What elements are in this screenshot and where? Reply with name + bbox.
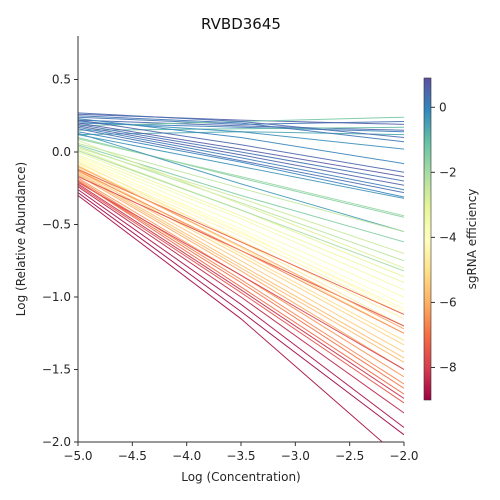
series-line-53 [78, 195, 383, 442]
series-line-8 [78, 115, 404, 143]
colorbar [423, 77, 432, 401]
colorbar-tick-label: −4 [439, 230, 457, 244]
series-line-27 [78, 151, 404, 283]
x-tick-label: −3.0 [281, 449, 310, 463]
series-line-38 [78, 168, 404, 346]
series-line-5 [78, 126, 404, 131]
x-tick-label: −2.5 [335, 449, 364, 463]
chart-title: RVBD3645 [201, 15, 281, 33]
series-line-40 [78, 173, 404, 363]
series-line-54 [78, 180, 404, 395]
colorbar-tick-label: −2 [439, 165, 457, 179]
series-line-32 [78, 163, 404, 315]
series-line-28 [78, 154, 404, 291]
series-line-10 [78, 118, 404, 165]
series-line-48 [78, 181, 404, 370]
y-tick-label: −1.0 [42, 290, 71, 304]
series-line-45 [78, 180, 404, 389]
colorbar-tick-label: −6 [439, 295, 457, 309]
x-tick-label: −3.5 [226, 449, 255, 463]
series-line-11 [78, 119, 404, 173]
colorbar-tick-label: −8 [439, 360, 457, 374]
series-line-33 [78, 166, 404, 320]
y-axis-ticks: −2.0 −1.5 −1.0 −0.5 0.0 0.5 [42, 73, 78, 449]
series-line-50 [78, 186, 404, 414]
series-line-51 [78, 189, 404, 428]
y-axis-label: Log (Relative Abundance) [14, 162, 28, 316]
colorbar-tick-label: 0 [439, 100, 447, 114]
series-line-29 [78, 155, 404, 298]
x-axis-label: Log (Concentration) [181, 470, 301, 484]
series-line-16 [78, 128, 404, 194]
colorbar-ticks: 0 −2 −4 −6 −8 [431, 100, 457, 374]
series-line-43 [78, 171, 404, 359]
series-line-15 [78, 126, 404, 191]
x-tick-label: −2.0 [389, 449, 418, 463]
series-line-21 [78, 132, 404, 233]
series-line-7 [78, 112, 404, 138]
series-line-56 [78, 170, 404, 334]
series-line-20 [78, 138, 404, 217]
series-line-52 [78, 192, 404, 436]
series-line-1 [78, 119, 404, 131]
series-line-13 [78, 123, 404, 182]
series-line-34 [78, 157, 404, 312]
colorbar-label: sgRNA efficiency [465, 189, 479, 290]
series-line-42 [78, 177, 404, 378]
y-tick-label: −2.0 [42, 435, 71, 449]
series-line-55 [78, 184, 404, 404]
y-tick-label: −0.5 [42, 218, 71, 232]
series-line-49 [78, 183, 404, 399]
series-line-41 [78, 174, 404, 370]
series-line-57 [78, 166, 404, 330]
series-line-17 [78, 131, 404, 198]
series-line-14 [78, 125, 404, 186]
x-axis-ticks: −5.0 −4.5 −4.0 −3.5 −3.0 −2.5 −2.0 [63, 442, 419, 463]
series-line-31 [78, 160, 404, 310]
series-line-12 [78, 122, 404, 178]
y-tick-label: 0.5 [52, 73, 71, 87]
y-tick-label: −1.5 [42, 363, 71, 377]
series-lines [78, 112, 404, 442]
series-line-58 [78, 150, 404, 272]
x-tick-label: −5.0 [63, 449, 92, 463]
x-tick-label: −4.0 [172, 449, 201, 463]
series-line-59 [78, 142, 404, 233]
series-line-18 [78, 134, 404, 199]
y-tick-label: 0.0 [52, 145, 71, 159]
series-line-25 [78, 139, 404, 269]
series-line-24 [78, 147, 404, 254]
series-line-37 [78, 167, 404, 341]
x-tick-label: −4.5 [118, 449, 147, 463]
